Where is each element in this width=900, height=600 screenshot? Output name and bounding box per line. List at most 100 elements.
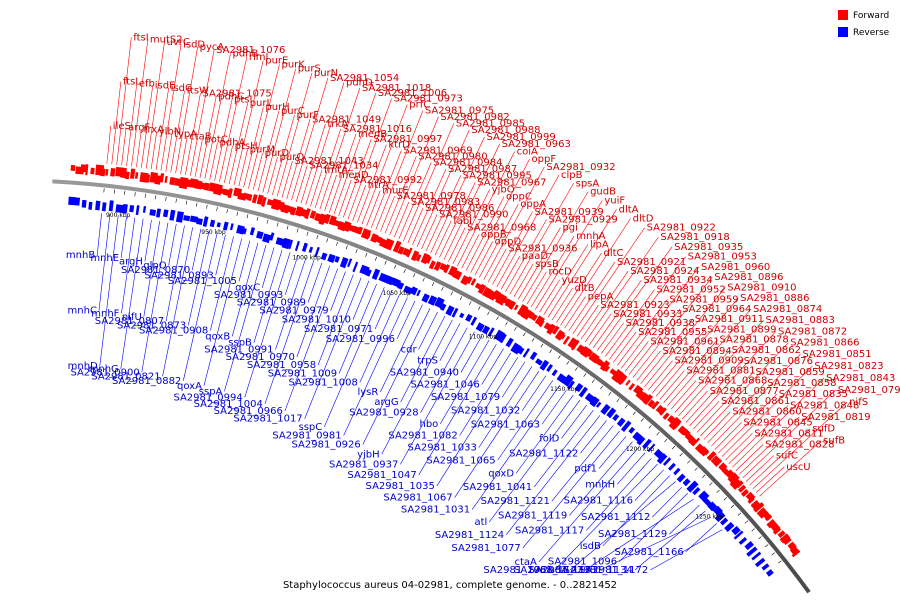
forward-gene-label: SA2981_0973 bbox=[394, 94, 463, 105]
forward-gene-arrow bbox=[154, 174, 162, 185]
forward-leader-line bbox=[605, 289, 655, 357]
axis-minor-tick bbox=[306, 231, 309, 236]
axis-minor-tick bbox=[422, 277, 425, 282]
forward-gene-arrow bbox=[765, 514, 772, 521]
reverse-gene-label: SA2981_0994 bbox=[173, 392, 242, 403]
forward-gene-arrow bbox=[770, 522, 781, 533]
forward-leader-line bbox=[755, 466, 785, 493]
forward-leader-line bbox=[305, 82, 345, 205]
forward-gene-arrow bbox=[635, 389, 645, 399]
forward-leader-line bbox=[560, 218, 631, 326]
axis-minor-tick bbox=[694, 467, 698, 471]
genome-tick-labels: 900 kbp 950 kbp 1000 kbp 1050 kbp 1100 kbp 11… bbox=[106, 212, 724, 520]
forward-gene-arrow bbox=[647, 399, 656, 408]
reverse-gene-label: qoxC bbox=[235, 283, 260, 294]
reverse-gene-label: SA2981_1005 bbox=[168, 276, 237, 287]
forward-gene-arrow bbox=[443, 264, 451, 274]
reverse-gene-label: pdf1 bbox=[574, 464, 597, 475]
forward-gene-label: SA2981_0858 bbox=[767, 378, 836, 389]
reverse-leader-line bbox=[515, 394, 574, 474]
reverse-leader-line bbox=[143, 221, 161, 317]
reverse-gene-arrow bbox=[668, 462, 676, 471]
reverse-gene-arrow bbox=[439, 303, 447, 311]
forward-gene-arrow bbox=[567, 337, 580, 350]
forward-leader-line bbox=[745, 455, 775, 482]
forward-gene-label: SA2981_0848 bbox=[790, 400, 859, 411]
forward-leader-line bbox=[407, 207, 424, 244]
forward-gene-label: SA2981_0911 bbox=[695, 314, 764, 325]
reverse-gene-arrow bbox=[339, 256, 349, 269]
forward-gene-arrow bbox=[144, 174, 151, 183]
reverse-gene-arrow bbox=[314, 246, 320, 258]
axis-minor-tick bbox=[165, 196, 167, 201]
reverse-gene-label: SA2981_1077 bbox=[451, 543, 520, 554]
reverse-leader-line bbox=[162, 227, 194, 377]
axis-minor-tick bbox=[640, 418, 644, 422]
reverse-gene-arrow bbox=[294, 240, 300, 252]
forward-gene-label: dltB bbox=[575, 283, 595, 294]
reverse-leader-line bbox=[598, 436, 627, 469]
reverse-gene-label: SA2981_0993 bbox=[214, 290, 283, 301]
axis-minor-tick bbox=[459, 296, 463, 301]
forward-gene-arrow bbox=[508, 300, 517, 310]
reverse-gene-label: SA2981_1117 bbox=[515, 525, 584, 536]
axis-minor-tick bbox=[709, 482, 713, 486]
reverse-gene-label: ctaA bbox=[514, 557, 537, 568]
forward-gene-label: SA2981_0886 bbox=[740, 293, 809, 304]
axis-minor-tick bbox=[671, 445, 676, 450]
reverse-gene-arrow bbox=[656, 453, 668, 465]
forward-leader-line bbox=[505, 219, 547, 292]
reverse-gene-label: SA2981_0873 bbox=[117, 320, 186, 331]
reverse-leader-line bbox=[253, 249, 283, 343]
reverse-gene-label: SA2981_0996 bbox=[326, 334, 395, 345]
forward-gene-label: ktrD bbox=[388, 140, 410, 151]
reverse-gene-arrow bbox=[262, 233, 272, 244]
reverse-leader-line bbox=[183, 232, 218, 381]
reverse-leader-line bbox=[505, 415, 601, 536]
forward-leader-line bbox=[121, 127, 127, 166]
forward-leader-line bbox=[165, 133, 173, 172]
forward-gene-label: SA2981_1043 bbox=[294, 156, 363, 167]
reverse-gene-arrow bbox=[365, 268, 372, 277]
reverse-gene-arrow bbox=[522, 348, 530, 358]
forward-leader-line bbox=[580, 270, 629, 340]
forward-leader-line bbox=[530, 235, 575, 308]
forward-leader-line bbox=[728, 405, 789, 464]
reverse-gene-arrow bbox=[676, 473, 686, 483]
reverse-leader-line bbox=[238, 240, 251, 282]
axis-minor-tick bbox=[134, 192, 136, 197]
axis-minor-tick bbox=[771, 552, 776, 556]
forward-gene-label: ptsH bbox=[235, 141, 258, 152]
forward-gene-label: SA2981_0896 bbox=[714, 272, 783, 283]
forward-leader-line bbox=[696, 371, 754, 433]
reverse-gene-arrow bbox=[682, 478, 691, 487]
forward-leader-line bbox=[601, 322, 624, 354]
forward-gene-arrow bbox=[129, 168, 136, 179]
forward-gene-label: SA2981_0938 bbox=[626, 318, 695, 329]
forward-gene-label: pdhD bbox=[346, 78, 373, 89]
reverse-gene-arrow bbox=[409, 286, 418, 296]
axis-minor-tick bbox=[632, 411, 636, 416]
forward-leader-line bbox=[718, 393, 777, 454]
forward-gene-label: SA2981_0935 bbox=[674, 242, 743, 253]
forward-leader-line bbox=[238, 149, 248, 187]
forward-gene-label: ftsL bbox=[123, 77, 141, 88]
axis-minor-tick bbox=[124, 190, 126, 195]
forward-gene-label: SA2981_0929 bbox=[549, 215, 618, 226]
forward-gene-label: pdhC bbox=[218, 91, 244, 102]
forward-leader-line bbox=[588, 313, 612, 346]
reverse-gene-label: SA2981_1032 bbox=[451, 405, 520, 416]
forward-gene-label: dltC bbox=[604, 248, 624, 259]
reverse-gene-label: mnhF bbox=[91, 308, 119, 319]
reverse-gene-label: mnhC bbox=[68, 306, 97, 317]
forward-leader-line bbox=[749, 428, 811, 486]
forward-gene-label: ptsI bbox=[234, 95, 252, 106]
forward-leader-line bbox=[276, 73, 313, 197]
forward-leader-line bbox=[609, 256, 686, 360]
forward-gene-label: mnhA bbox=[576, 231, 605, 242]
reverse-leader-line bbox=[541, 389, 567, 425]
forward-leader-line bbox=[564, 296, 586, 329]
forward-leader-line bbox=[160, 44, 182, 171]
forward-gene-arrow bbox=[642, 394, 654, 406]
forward-gene-label: SA2981_0939 bbox=[534, 207, 603, 218]
